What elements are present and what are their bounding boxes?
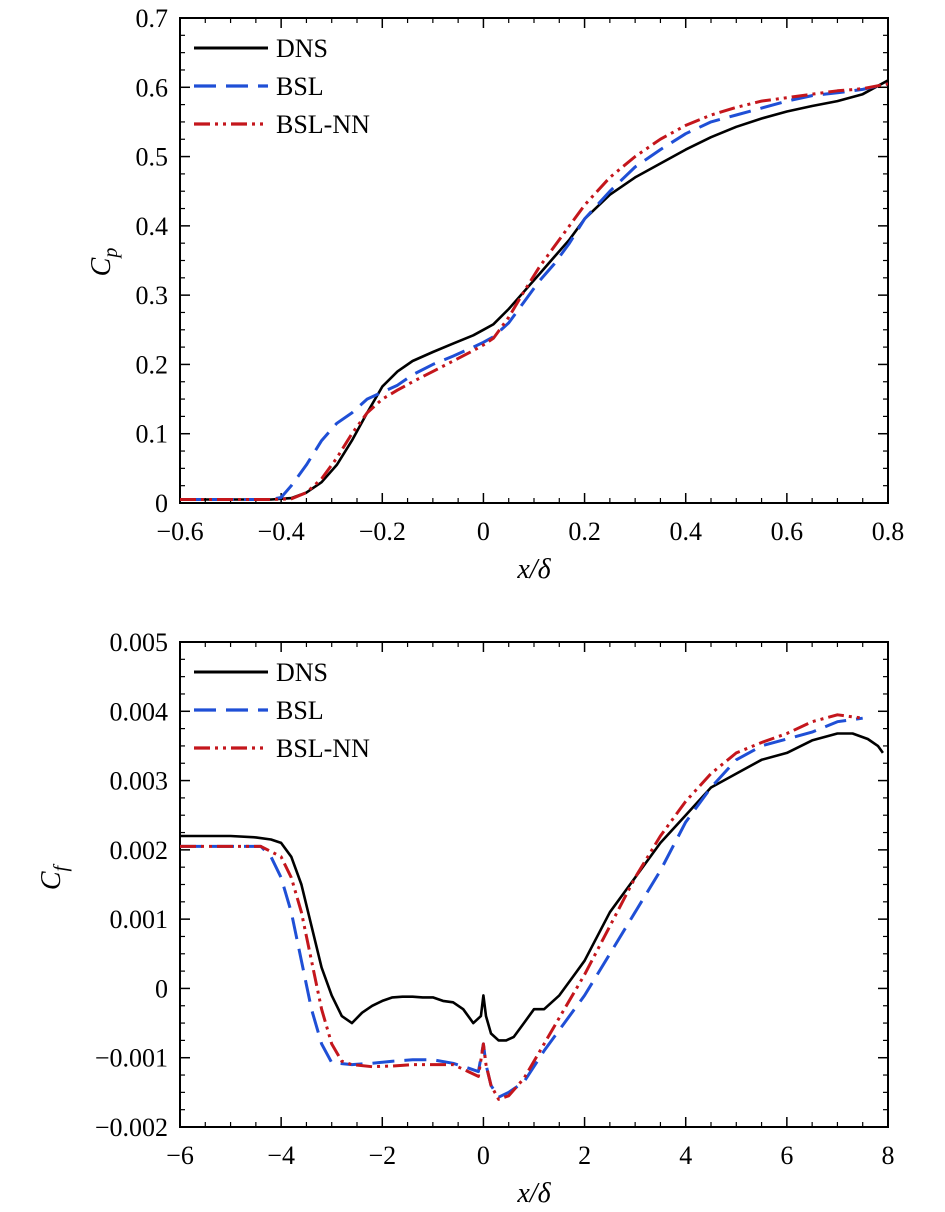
- y-tick-label: 0.005: [110, 628, 169, 657]
- series-line-bsl-nn: [180, 713, 863, 1101]
- y-tick-label: 0.2: [136, 350, 169, 379]
- x-tick-label: −0.6: [156, 517, 203, 546]
- legend-label-bsl: BSL: [276, 696, 324, 725]
- y-tick-label: 0.5: [136, 143, 169, 172]
- x-tick-label: 8: [882, 1141, 895, 1170]
- x-tick-label: 4: [679, 1141, 692, 1170]
- legend: DNS BSL BSL-NN: [194, 658, 370, 763]
- y-axis-label: Cp: [86, 248, 122, 277]
- x-tick-label: −4: [267, 1141, 295, 1170]
- legend-label-bsl: BSL: [276, 72, 324, 101]
- series-line-dns: [180, 79, 888, 501]
- x-axis-label: x/δ: [516, 554, 551, 585]
- series-line-bsl: [180, 716, 863, 1099]
- legend-label-bsl-nn: BSL-NN: [276, 734, 370, 763]
- x-axis-label: x/δ: [516, 1178, 551, 1209]
- legend-label-dns: DNS: [276, 658, 328, 687]
- x-tick-label: −2: [368, 1141, 396, 1170]
- y-axis-label-sub: f: [50, 863, 72, 871]
- x-tick-label: 0.4: [669, 517, 702, 546]
- series-line-bsl-nn: [180, 82, 888, 501]
- x-tick-label: 0.8: [872, 517, 905, 546]
- y-tick-label: 0.7: [136, 4, 169, 33]
- series-group: [180, 713, 884, 1101]
- series-line-bsl: [180, 82, 888, 501]
- x-tick-label: 0.6: [771, 517, 804, 546]
- x-tick-label: 0: [477, 517, 490, 546]
- y-axis-label: Cf: [36, 863, 72, 890]
- x-tick-label: 6: [780, 1141, 793, 1170]
- series-line-dns: [180, 732, 884, 1042]
- y-tick-label: 0.3: [136, 281, 169, 310]
- x-tick-label: −0.2: [359, 517, 406, 546]
- series-group: [180, 79, 888, 501]
- y-tick-label: 0.001: [110, 905, 169, 934]
- y-axis-label-sub: p: [100, 248, 122, 260]
- x-tick-label: −6: [166, 1141, 194, 1170]
- legend: DNS BSL BSL-NN: [194, 34, 370, 139]
- y-tick-label: −0.002: [95, 1113, 168, 1142]
- y-tick-label: 0: [155, 489, 168, 518]
- y-tick-label: 0.4: [136, 212, 169, 241]
- y-tick-label: 0: [155, 974, 168, 1003]
- chart-panel-1: −0.6 −0.4 −0.2 0 0.2 0.4 0.6 0.8 0 0.1 0.2 0.3 0.4 0.…: [86, 4, 904, 585]
- x-tick-label: 0.2: [568, 517, 601, 546]
- y-tick-label: −0.001: [95, 1044, 168, 1073]
- y-tick-label: 0.003: [110, 767, 169, 796]
- y-tick-label: 0.1: [136, 420, 169, 449]
- legend-label-bsl-nn: BSL-NN: [276, 110, 370, 139]
- x-tick-label: −0.4: [258, 517, 305, 546]
- y-tick-label: 0.002: [110, 836, 169, 865]
- chart-panel-2: −6 −4 −2 0 2 4 6 8 −0.002 −0.001 0 0.001 0.002 0.003 0…: [36, 628, 895, 1209]
- y-axis-label-main: C: [86, 257, 117, 276]
- legend-label-dns: DNS: [276, 34, 328, 63]
- y-tick-label: 0.6: [136, 73, 169, 102]
- x-tick-label: 0: [477, 1141, 490, 1170]
- y-axis-label-main: C: [36, 871, 67, 890]
- y-tick-label: 0.004: [110, 697, 169, 726]
- x-tick-label: 2: [578, 1141, 591, 1170]
